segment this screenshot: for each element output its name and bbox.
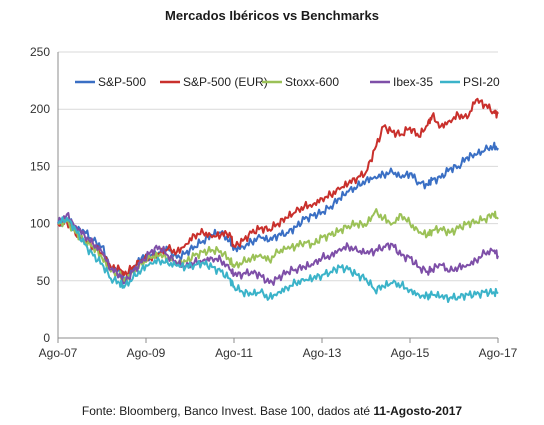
x-tick-label-Ago-07: Ago-07 <box>39 346 78 360</box>
chart-title: Mercados Ibéricos vs Benchmarks <box>165 8 379 23</box>
series-line-s-p-500 <box>57 141 499 283</box>
axes: 0 50 100 150 200 250 Ago-07 Ago-09 Ago-11 Ago-13 A… <box>30 45 518 360</box>
legend-label-s-p-500: S&P-500 <box>98 75 146 89</box>
series-lines <box>57 97 499 303</box>
x-tick-label-Ago-11: Ago-11 <box>215 346 253 360</box>
x-tick-label-Ago-09: Ago-09 <box>127 346 166 360</box>
legend-label-s-p-500-eur: S&P-500 (EUR) <box>183 75 268 89</box>
y-tick-label-200: 200 <box>30 102 50 116</box>
y-tick-label-50: 50 <box>37 274 51 288</box>
y-tick-label-0: 0 <box>43 331 50 345</box>
y-tick-label-150: 150 <box>30 159 50 173</box>
x-tick-label-Ago-15: Ago-15 <box>391 346 430 360</box>
source-note-date: 11-Agosto-2017 <box>373 404 463 418</box>
y-tick-label-100: 100 <box>30 217 50 231</box>
legend: S&P-500 S&P-500 (EUR) Stoxx-600 Ibex-35 PSI-… <box>75 75 500 89</box>
series-line-ibex-35 <box>57 211 499 286</box>
source-note-text: Fonte: Bloomberg, Banco Invest. Base 100… <box>81 404 374 418</box>
legend-label-psi-20: PSI-20 <box>463 75 500 89</box>
y-tick-label-250: 250 <box>30 45 50 59</box>
series-line-s-p-500-eur <box>57 97 499 278</box>
x-tick-label-Ago-17: Ago-17 <box>479 346 518 360</box>
series-line-psi-20 <box>57 216 499 303</box>
source-note: Fonte: Bloomberg, Banco Invest. Base 100… <box>0 404 544 418</box>
legend-label-stoxx-600: Stoxx-600 <box>285 75 339 89</box>
legend-label-ibex-35: Ibex-35 <box>393 75 433 89</box>
x-tick-label-Ago-13: Ago-13 <box>303 346 342 360</box>
